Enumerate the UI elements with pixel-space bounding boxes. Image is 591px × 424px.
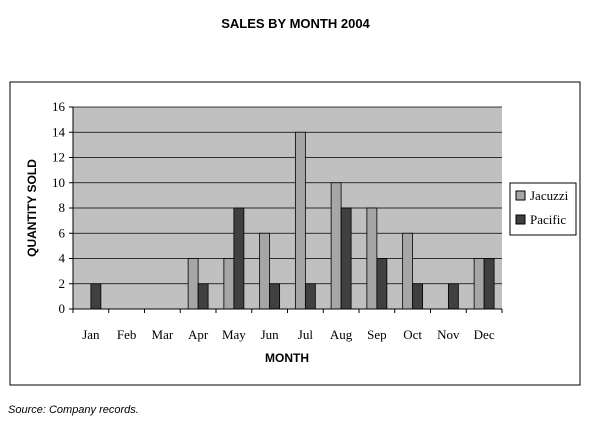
bar-jacuzzi-apr (187, 258, 199, 310)
y-tick-label: 0 (59, 301, 66, 316)
bar-pacific-dec (483, 258, 495, 310)
bar-jacuzzi-jul (294, 131, 306, 310)
bar-pacific-may (233, 207, 245, 310)
y-axis-title: QUANTITY SOLD (25, 159, 39, 257)
y-tick-label: 4 (59, 251, 66, 266)
x-tick-label: Oct (403, 327, 422, 342)
bar-pacific-oct (412, 283, 424, 310)
legend-label-pacific: Pacific (530, 212, 566, 227)
legend-label-jacuzzi: Jacuzzi (530, 188, 569, 203)
bar-jacuzzi-oct (402, 232, 414, 310)
x-tick-label: Sep (367, 327, 387, 342)
y-tick-label: 8 (59, 200, 66, 215)
bar-jacuzzi-aug (330, 182, 342, 310)
chart-title: SALES BY MONTH 2004 (221, 16, 370, 31)
x-tick-label: Feb (117, 327, 137, 342)
bars (90, 131, 495, 310)
y-axis-ticks: 0 2 4 6 8 10 12 14 16 (52, 99, 73, 316)
x-tick-label: Jun (261, 327, 280, 342)
bar-pacific-jan (90, 283, 102, 310)
bar-pacific-aug (340, 207, 352, 310)
x-tick-label: Jul (298, 327, 314, 342)
bar-pacific-jun (269, 283, 281, 310)
bar-pacific-jul (304, 283, 316, 310)
legend-swatch-pacific (515, 214, 526, 225)
x-tick-label: Nov (437, 327, 460, 342)
bar-jacuzzi-may (223, 258, 235, 310)
legend-swatch-jacuzzi (515, 190, 526, 201)
bar-pacific-sep (376, 258, 388, 310)
bar-jacuzzi-dec (473, 258, 485, 310)
bar-pacific-apr (197, 283, 209, 310)
y-tick-label: 16 (52, 99, 66, 114)
x-tick-label: Dec (474, 327, 495, 342)
gridlines (73, 106, 502, 285)
bar-pacific-nov (447, 283, 459, 310)
x-tick-label: Jan (82, 327, 100, 342)
y-tick-label: 6 (59, 225, 66, 240)
y-tick-label: 2 (59, 276, 66, 291)
x-axis-ticks: Jan Feb Mar Apr May Jun Jul Aug Sep Oct Nov Dec (72, 309, 503, 342)
x-axis-title: MONTH (265, 351, 309, 365)
y-tick-label: 14 (52, 124, 66, 139)
x-tick-label: May (222, 327, 246, 342)
legend: Jacuzzi Pacific (509, 182, 577, 236)
x-tick-label: Mar (152, 327, 174, 342)
bar-jacuzzi-jun (259, 232, 271, 310)
y-tick-label: 10 (52, 175, 65, 190)
x-tick-label: Aug (330, 327, 353, 342)
bar-jacuzzi-sep (366, 207, 378, 310)
source-note: Source: Company records. (8, 404, 139, 416)
y-tick-label: 12 (52, 150, 65, 165)
x-tick-label: Apr (188, 327, 209, 342)
bar-chart: 0 2 4 6 8 10 12 14 16 Jan Feb Mar Apr May Jun Jul Aug Se… (9, 81, 581, 386)
